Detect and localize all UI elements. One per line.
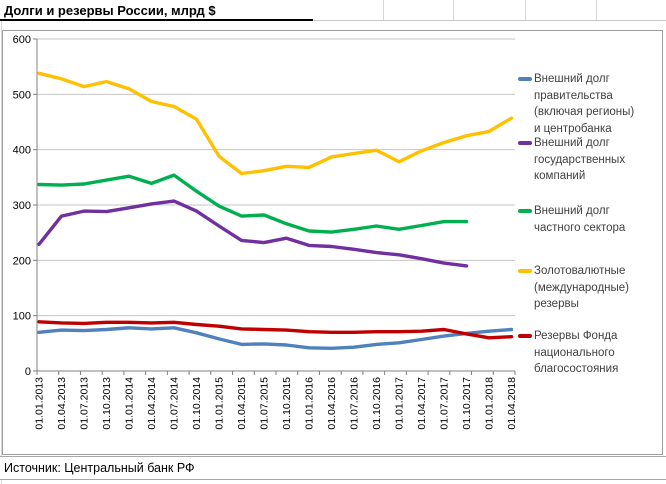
legend-item-gov-debt: Внешний долг правительства (включая регион… bbox=[517, 71, 663, 137]
legend-label-line: Внешний долг bbox=[534, 205, 610, 217]
legend-label-line: резервы bbox=[534, 298, 579, 310]
x-tick-label: 01.07.2015 bbox=[259, 377, 271, 430]
legend-item-state-companies-debt: Внешний долг государственных компаний bbox=[517, 135, 663, 185]
row-border bbox=[313, 20, 666, 21]
x-tick-label: 01.01.2017 bbox=[394, 377, 406, 430]
legend-swatch-state-companies-debt bbox=[518, 141, 532, 145]
source-text: Источник: Центральный банк РФ bbox=[4, 461, 195, 475]
x-tick-label: 01.07.2013 bbox=[79, 377, 91, 430]
legend-swatch-gold-fx-reserves bbox=[518, 269, 532, 273]
chart-object[interactable]: 0 100 200 300 400 500 600 01.01.2013 01.04.2013 0… bbox=[2, 30, 663, 455]
x-tick-label: 01.07.2017 bbox=[439, 377, 451, 430]
series-line-gold-fx-reserves bbox=[37, 71, 514, 176]
chart-legend: Внешний долг правительства (включая регион… bbox=[517, 31, 663, 456]
y-tick-label: 300 bbox=[13, 200, 31, 212]
x-tick-label: 01.04.2014 bbox=[146, 377, 158, 430]
legend-label-line: компаний bbox=[534, 170, 586, 182]
x-tick-label: 01.04.2013 bbox=[56, 377, 68, 430]
series-line-state-companies-debt bbox=[37, 199, 469, 268]
x-tick-label: 01.07.2014 bbox=[169, 377, 181, 430]
legend-item-nwf-reserves: Резервы Фонда национального благосостояния bbox=[517, 328, 663, 378]
line-chart: 0 100 200 300 400 500 600 01.01.2013 01.04.2013 0… bbox=[13, 34, 518, 430]
legend-item-private-sector-debt: Внешний долг частного сектора bbox=[517, 203, 663, 236]
series-line-gov-debt bbox=[37, 326, 514, 350]
legend-label-line: частного сектора bbox=[534, 221, 626, 234]
legend-label-line: Золотовалютные bbox=[534, 265, 626, 277]
x-tick-label: 01.04.2018 bbox=[506, 377, 518, 430]
legend-label-line: правительства bbox=[534, 89, 613, 102]
x-tick-label: 01.01.2014 bbox=[124, 377, 136, 430]
cell-border bbox=[453, 0, 454, 20]
legend-item-gold-fx-reserves: Золотовалютные (международные) резервы bbox=[517, 263, 663, 313]
cell-border bbox=[525, 0, 526, 20]
series-line-nwf-reserves bbox=[37, 320, 514, 340]
x-tick-label: 01.01.2015 bbox=[214, 377, 226, 430]
legend-label-nwf-reserves: Резервы Фонда национального благосостояния bbox=[534, 328, 663, 378]
x-tick-label: 01.07.2016 bbox=[349, 377, 361, 430]
y-tick-label: 200 bbox=[13, 255, 31, 267]
legend-swatch-gov-debt bbox=[518, 77, 532, 81]
x-tick-label: 01.04.2015 bbox=[236, 377, 248, 430]
x-tick-label: 01.04.2017 bbox=[416, 377, 428, 430]
x-tick-label: 01.10.2016 bbox=[371, 377, 383, 430]
legend-label-line: Резервы Фонда bbox=[534, 330, 618, 342]
x-tick-label: 01.01.2016 bbox=[304, 377, 316, 430]
sheet-left-edge-line bbox=[1, 0, 2, 484]
legend-label-line: Внешний долг bbox=[534, 137, 610, 149]
legend-swatch-private-sector-debt bbox=[518, 209, 532, 213]
legend-label-line: государственных bbox=[534, 153, 626, 166]
legend-label-private-sector-debt: Внешний долг частного сектора bbox=[534, 203, 663, 236]
legend-label-line: национального bbox=[534, 346, 615, 359]
x-tick-label: 01.01.2018 bbox=[484, 377, 496, 430]
series-line-private-sector-debt bbox=[37, 173, 469, 234]
page-title: Долги и резервы России, млрд $ bbox=[4, 3, 216, 18]
legend-label-line: Внешний долг bbox=[534, 73, 610, 85]
legend-label-gov-debt: Внешний долг правительства (включая регион… bbox=[534, 71, 663, 137]
legend-label-state-companies-debt: Внешний долг государственных компаний bbox=[534, 135, 663, 185]
cell-border bbox=[383, 0, 384, 20]
x-tick-label: 01.01.2013 bbox=[34, 377, 46, 430]
source-cell[interactable]: Источник: Центральный банк РФ bbox=[0, 456, 666, 480]
x-tick-label: 01.10.2013 bbox=[101, 377, 113, 430]
x-tick-label: 01.10.2015 bbox=[281, 377, 293, 430]
x-tick-label: 01.10.2014 bbox=[191, 377, 203, 430]
y-tick-label: 400 bbox=[13, 145, 31, 157]
y-tick-label: 500 bbox=[13, 89, 31, 101]
legend-label-line: (международные) bbox=[534, 281, 629, 294]
x-tick-label: 01.10.2017 bbox=[461, 377, 473, 430]
legend-swatch-nwf-reserves bbox=[518, 334, 532, 338]
y-tick-label: 100 bbox=[13, 311, 31, 323]
cell-border bbox=[596, 0, 597, 20]
x-tick-label: 01.04.2016 bbox=[326, 377, 338, 430]
y-tick-label: 600 bbox=[13, 34, 31, 46]
y-tick-label: 0 bbox=[25, 366, 31, 378]
legend-label-line: и центробанка bbox=[534, 122, 612, 135]
legend-label-line: (включая регионы) bbox=[534, 106, 635, 118]
legend-label-gold-fx-reserves: Золотовалютные (международные) резервы bbox=[534, 263, 663, 313]
legend-label-line: благосостояния bbox=[534, 363, 619, 375]
title-cell[interactable]: Долги и резервы России, млрд $ bbox=[0, 0, 313, 21]
